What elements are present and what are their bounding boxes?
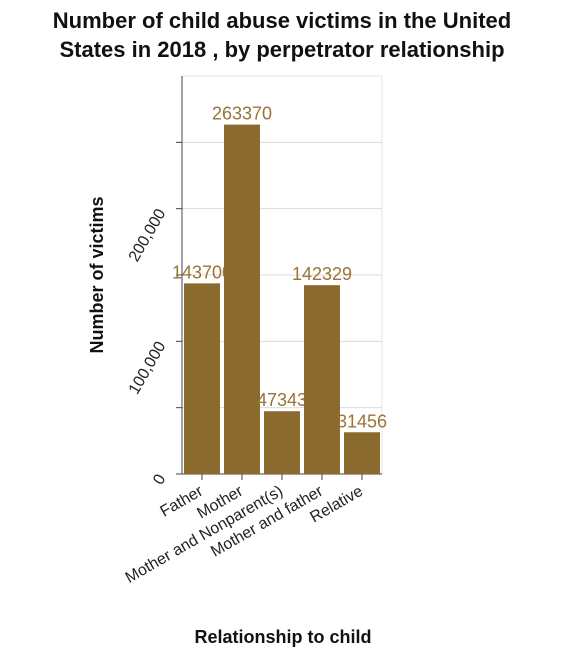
bar-3: [304, 285, 340, 474]
bar-2: [264, 411, 300, 474]
y-tick-label: 0: [150, 471, 169, 487]
data-label-1: 263370: [212, 104, 272, 124]
data-label-2: 47343: [257, 390, 307, 410]
chart-title-line-1: Number of child abuse victims in the Uni…: [52, 8, 512, 33]
data-label-4: 31456: [337, 411, 387, 431]
data-label-0: 143700: [172, 262, 232, 282]
bar-0: [184, 283, 220, 474]
bar-4: [344, 432, 380, 474]
data-label-3: 142329: [292, 264, 352, 284]
y-tick-label: 200,000: [126, 206, 170, 265]
chart-title: Number of child abuse victims in the Uni…: [0, 6, 564, 64]
chart-title-line-2: States in 2018 , by perpetrator relation…: [59, 37, 505, 62]
x-axis-label: Relationship to child: [194, 627, 371, 647]
y-tick-label: 100,000: [126, 339, 170, 398]
plot-area: 0100,000200,000143700Father263370Mother4…: [123, 75, 387, 587]
y-axis-label: Number of victims: [87, 196, 107, 353]
bar-1: [224, 124, 260, 475]
